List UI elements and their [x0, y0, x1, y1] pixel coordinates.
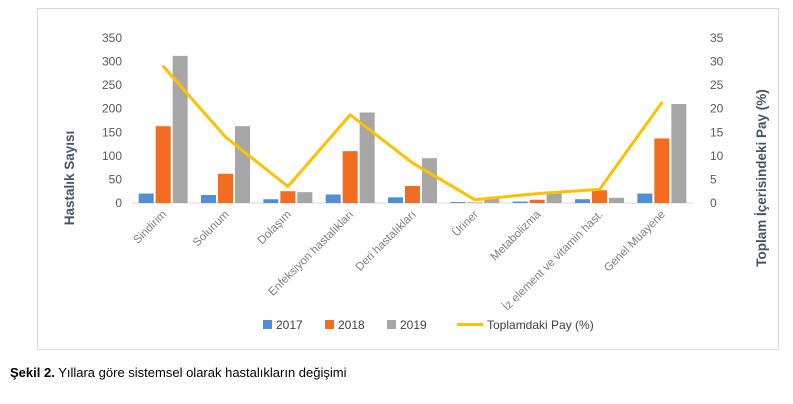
y2-tick-label: 15: [710, 125, 724, 139]
bar-2018: [218, 173, 233, 203]
x-tick-label: Deri hastalıkları: [354, 209, 419, 274]
bar-2018: [405, 186, 420, 203]
bar-2018: [529, 199, 545, 203]
caption-text: Yıllara göre sistemsel olarak hastalıkla…: [54, 365, 347, 380]
y2-tick-label: 25: [710, 78, 724, 92]
x-tick-label: Genel Muayene: [602, 209, 668, 275]
line-point: [286, 185, 290, 188]
bar-2018: [467, 202, 483, 204]
line-point: [598, 188, 601, 191]
legend-swatch: [263, 320, 272, 329]
legend: 2017 2018 2019 Toplamdaki Pay (%): [263, 318, 594, 332]
y2-tick-label: 20: [710, 102, 724, 116]
y2-tick-label: 10: [710, 149, 724, 163]
y2-tick-label: 5: [710, 172, 717, 186]
bar-2019: [359, 112, 375, 203]
line-point: [161, 65, 165, 68]
bar-2018: [654, 138, 670, 203]
y-tick-label: 0: [115, 196, 122, 210]
bar-2017: [263, 199, 279, 203]
y2-tick-label: 35: [710, 31, 724, 45]
bar-2018: [280, 191, 296, 203]
y-tick-label: 100: [102, 149, 122, 163]
bar-2018: [155, 126, 171, 203]
y-tick-label: 300: [102, 55, 122, 69]
bar-2017: [450, 202, 466, 203]
line-point: [660, 101, 664, 104]
legend-label: Toplamdaki Pay (%): [487, 318, 594, 332]
bar-2017: [637, 193, 653, 203]
y-tick-label: 150: [102, 125, 122, 139]
bar-2017: [512, 201, 528, 203]
line-point: [224, 135, 227, 139]
bar-2017: [138, 193, 154, 203]
caption-label: Şekil 2.: [10, 365, 55, 380]
bar-2019: [172, 55, 188, 203]
x-tick-label: Sindirim: [131, 209, 169, 247]
line-point: [473, 198, 477, 201]
bar-2017: [325, 194, 341, 203]
line-point: [348, 113, 352, 117]
bar-2018: [592, 190, 607, 203]
legend-swatch: [325, 320, 334, 329]
bar-2018: [342, 151, 358, 203]
x-tick-label: İz element ve vitamin hast.: [500, 208, 605, 313]
bar-2019: [671, 104, 687, 203]
x-tick-label: Solunum: [191, 209, 232, 250]
legend-label: 2017: [276, 318, 303, 332]
legend-label: 2019: [400, 318, 427, 332]
y-tick-label: 200: [102, 102, 122, 116]
bar-2019: [297, 192, 313, 203]
x-tick-label: Üriner: [450, 209, 481, 240]
bar-2019: [484, 198, 500, 203]
y2-axis-title: Toplam İçerisindeki Pay (%): [754, 89, 769, 267]
legend-swatch: [387, 320, 396, 329]
x-tick-label: Dolaşım: [256, 209, 294, 247]
plot-area: 0 50 100 150 200 250 300 350 0 5 10 15 20 25 30 35 Sindi…: [102, 31, 724, 313]
y-tick-label: 50: [109, 172, 123, 186]
bar-2017: [201, 194, 216, 203]
line-point: [535, 192, 539, 195]
bar-2017: [388, 197, 403, 203]
bar-2019: [235, 126, 250, 203]
y-tick-label: 350: [102, 31, 122, 45]
figure-caption: Şekil 2. Yıllara göre sistemsel olarak h…: [10, 365, 346, 380]
bar-2019: [422, 158, 437, 203]
bar-2019: [609, 197, 624, 203]
y-axis-title: Hastalık Sayısı: [62, 131, 77, 226]
y2-tick-label: 0: [710, 196, 717, 210]
bar-2017: [575, 199, 590, 203]
bar-2019: [546, 191, 562, 203]
y2-tick-label: 30: [710, 55, 724, 69]
y-tick-label: 250: [102, 78, 122, 92]
x-tick-label: Metabolizma: [489, 208, 544, 263]
line-point: [411, 161, 414, 165]
legend-label: 2018: [338, 318, 365, 332]
